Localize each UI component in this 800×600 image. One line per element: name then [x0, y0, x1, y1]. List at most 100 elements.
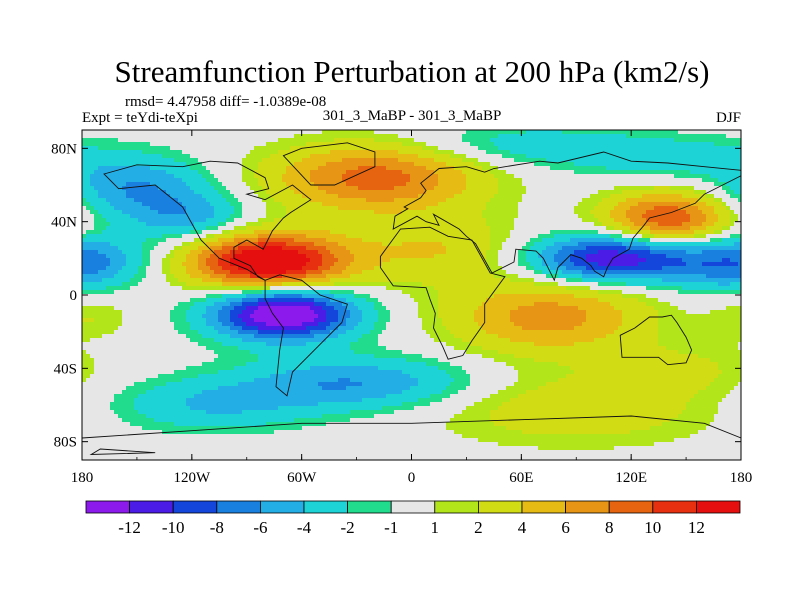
field-cell: [386, 190, 391, 195]
field-cell: [514, 154, 519, 159]
field-cell: [602, 190, 607, 195]
field-cell: [194, 182, 199, 187]
field-cell: [390, 190, 395, 195]
field-cell: [298, 214, 303, 219]
field-cell: [414, 174, 419, 179]
field-cell: [702, 234, 707, 239]
field-cell: [418, 158, 423, 163]
field-cell: [570, 134, 575, 139]
field-cell: [246, 206, 251, 211]
field-cell: [406, 174, 411, 179]
field-cell: [702, 206, 707, 211]
field-cell: [450, 202, 455, 207]
field-cell: [458, 138, 463, 143]
field-cell: [354, 174, 359, 179]
field-cell: [506, 202, 511, 207]
field-cell: [166, 226, 171, 231]
field-cell: [90, 166, 95, 171]
field-cell: [474, 202, 479, 207]
field-cell: [154, 226, 159, 231]
field-cell: [270, 238, 275, 243]
field-cell: [234, 190, 239, 195]
field-cell: [570, 154, 575, 159]
field-cell: [358, 242, 363, 247]
field-cell: [638, 222, 643, 227]
field-cell: [122, 210, 127, 215]
field-cell: [730, 214, 735, 219]
field-cell: [546, 210, 551, 215]
field-cell: [590, 158, 595, 163]
field-cell: [686, 146, 691, 151]
field-cell: [734, 150, 739, 155]
field-cell: [566, 138, 571, 143]
field-cell: [306, 146, 311, 151]
field-cell: [426, 166, 431, 171]
field-cell: [394, 162, 399, 167]
field-cell: [446, 242, 451, 247]
field-cell: [278, 166, 283, 171]
field-cell: [466, 154, 471, 159]
field-cell: [278, 242, 283, 247]
field-cell: [170, 230, 175, 235]
field-cell: [574, 154, 579, 159]
field-cell: [262, 182, 267, 187]
field-cell: [126, 246, 131, 251]
field-cell: [426, 230, 431, 235]
field-cell: [130, 238, 135, 243]
field-cell: [158, 222, 163, 227]
field-cell: [626, 182, 631, 187]
field-cell: [106, 146, 111, 151]
field-cell: [250, 238, 255, 243]
field-cell: [478, 130, 483, 135]
field-cell: [166, 130, 171, 135]
field-cell: [654, 218, 659, 223]
field-cell: [130, 190, 135, 195]
field-cell: [382, 222, 387, 227]
field-cell: [570, 130, 575, 135]
field-cell: [150, 182, 155, 187]
field-cell: [118, 162, 123, 167]
field-cell: [90, 150, 95, 155]
field-cell: [230, 142, 235, 147]
field-cell: [706, 142, 711, 147]
field-cell: [674, 146, 679, 151]
field-cell: [366, 246, 371, 251]
field-cell: [366, 134, 371, 139]
field-cell: [610, 182, 615, 187]
field-cell: [246, 134, 251, 139]
field-cell: [454, 194, 459, 199]
field-cell: [598, 202, 603, 207]
field-cell: [494, 226, 499, 231]
field-cell: [598, 134, 603, 139]
field-cell: [206, 194, 211, 199]
field-cell: [478, 134, 483, 139]
field-cell: [674, 178, 679, 183]
field-cell: [538, 186, 543, 191]
field-cell: [534, 166, 539, 171]
field-cell: [646, 242, 651, 247]
field-cell: [658, 134, 663, 139]
field-cell: [686, 154, 691, 159]
field-cell: [466, 206, 471, 211]
field-cell: [458, 218, 463, 223]
field-cell: [274, 234, 279, 239]
field-cell: [526, 242, 531, 247]
field-cell: [354, 146, 359, 151]
field-cell: [370, 210, 375, 215]
field-cell: [698, 174, 703, 179]
field-cell: [610, 134, 615, 139]
field-cell: [294, 150, 299, 155]
field-cell: [490, 138, 495, 143]
field-cell: [650, 234, 655, 239]
field-cell: [446, 170, 451, 175]
field-cell: [186, 154, 191, 159]
field-cell: [398, 154, 403, 159]
field-cell: [638, 202, 643, 207]
field-cell: [286, 218, 291, 223]
field-cell: [730, 238, 735, 243]
field-cell: [698, 238, 703, 243]
field-cell: [650, 202, 655, 207]
field-cell: [526, 246, 531, 251]
field-cell: [578, 246, 583, 251]
field-cell: [602, 218, 607, 223]
